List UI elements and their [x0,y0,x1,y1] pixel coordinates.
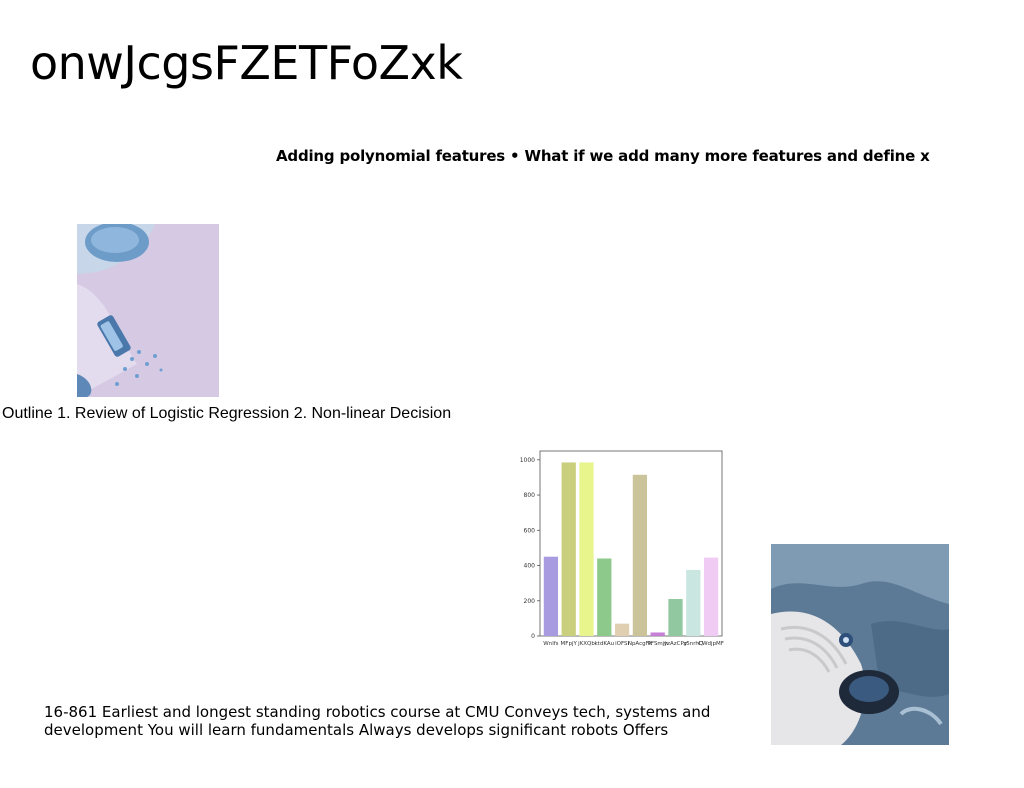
bar-jKXQb [579,462,594,636]
x-tick-label: iOFSi [615,641,629,647]
x-tick-label: NpAcgFk [628,641,653,647]
bar-iOFSi [614,623,630,636]
chart-frame [539,450,723,637]
slide-title: onwJcgsFZETFoZxk [30,36,463,90]
y-tick-label: 200 [524,598,536,605]
bar-Wnlfs [543,556,559,636]
bar-PFSmjh [650,632,665,636]
y-tick-label: 0 [531,633,535,640]
x-tick-label: yzAzCPy [664,641,688,647]
bar-MFpjY [561,462,576,636]
x-tick-label: PFSmjh [648,641,669,647]
lab-photo [77,224,219,397]
bar-yzAzCPy [668,599,683,636]
course-description: 16-861 Earliest and longest standing rob… [44,703,711,739]
y-tick-label: 1000 [520,457,535,464]
x-tick-label: Wnlfs [543,641,558,647]
bar-ktdKAu [597,558,612,636]
y-tick-label: 800 [524,492,536,499]
x-tick-label: ktdKAu [595,641,615,647]
y-tick-label: 600 [524,527,536,534]
outline-text: Outline 1. Review of Logistic Regression… [2,405,452,422]
x-tick-label: jKXQb [577,641,595,647]
bar-chart: 0 200 400 600 800 1000 Wnlfs MFpjY jKXQb ktdKAu i… [520,450,724,647]
slide-subtitle: Adding polynomial features • What if we … [276,147,930,165]
y-tick-label: 400 [524,563,536,570]
x-tick-label: MFpjY [561,641,578,647]
x-tick-label: CWdjpMF [698,641,724,647]
bar-NpAcgFk [632,474,648,636]
bar-z5nrhQ [686,569,701,636]
x-tick-label: z5nrhQ [683,641,704,647]
robot-photo [771,544,949,745]
bar-CWdjpMF [703,557,719,636]
